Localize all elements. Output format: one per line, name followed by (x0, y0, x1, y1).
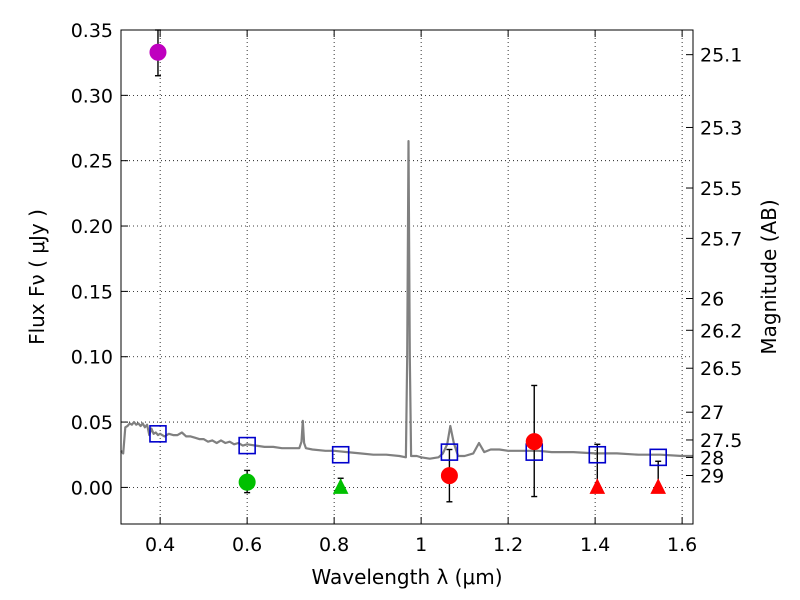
mag-tick-label: 25.1 (700, 45, 742, 67)
upper-limit-triangle-marker (650, 478, 667, 494)
y-tick-label: 0.20 (71, 216, 113, 238)
axis-ticks: 0.4 0.6 0.8 1 1.2 1.4 1.6 0.00 0.05 0.10 0.15 0.20 0… (71, 20, 743, 556)
y-tick-label: 0.05 (71, 412, 113, 434)
flux-circle-marker (525, 433, 543, 451)
mag-tick-label: 26.5 (700, 358, 742, 380)
x-tick-label: 0.6 (232, 534, 262, 556)
spectrum-line (120, 140, 693, 460)
model-square-marker (440, 443, 459, 461)
upper-limit-triangle-marker (332, 478, 349, 494)
mag-tick-label: 25.3 (700, 117, 742, 139)
y-tick-label: 0.25 (71, 151, 113, 173)
model-square-marker (331, 445, 350, 464)
model-square-marker (649, 448, 668, 467)
mag-tick-label: 25.7 (700, 228, 742, 250)
plot-frame (120, 29, 694, 525)
y-tick-label: 0.10 (71, 347, 113, 369)
photometry-markers (149, 43, 668, 494)
y2-axis-label: Magnitude (AB) (757, 199, 781, 354)
x-tick-label: 1.6 (667, 534, 697, 556)
flux-circle-marker (149, 43, 167, 61)
y-axis-label: Flux Fν ( μJy ) (25, 209, 49, 345)
mag-tick-label: 27.5 (700, 430, 742, 452)
flux-circle-marker (440, 467, 458, 485)
x-tick-label: 0.8 (319, 534, 349, 556)
x-tick-label: 1 (415, 534, 427, 556)
mag-tick-label: 27 (700, 402, 724, 424)
model-spectrum (120, 140, 693, 460)
mag-tick-label: 25.5 (700, 178, 742, 200)
x-tick-label: 1.2 (493, 534, 523, 556)
upper-limit-triangle-marker (589, 478, 606, 494)
y-tick-label: 0.30 (71, 85, 113, 107)
x-axis-label: Wavelength λ (μm) (311, 565, 502, 589)
model-square-marker (149, 425, 167, 443)
mag-tick-label: 26.2 (700, 320, 742, 342)
y-tick-label: 0.00 (71, 477, 113, 499)
x-tick-label: 0.4 (145, 534, 175, 556)
y-tick-label: 0.35 (71, 20, 113, 42)
flux-circle-marker (238, 473, 256, 491)
y-tick-label: 0.15 (71, 281, 113, 303)
model-square-marker (238, 436, 256, 455)
mag-tick-label: 28 (700, 447, 724, 469)
mag-tick-label: 29 (700, 465, 724, 487)
model-square-marker (588, 445, 607, 464)
mag-tick-label: 26 (700, 289, 724, 311)
x-tick-label: 1.4 (580, 534, 610, 556)
